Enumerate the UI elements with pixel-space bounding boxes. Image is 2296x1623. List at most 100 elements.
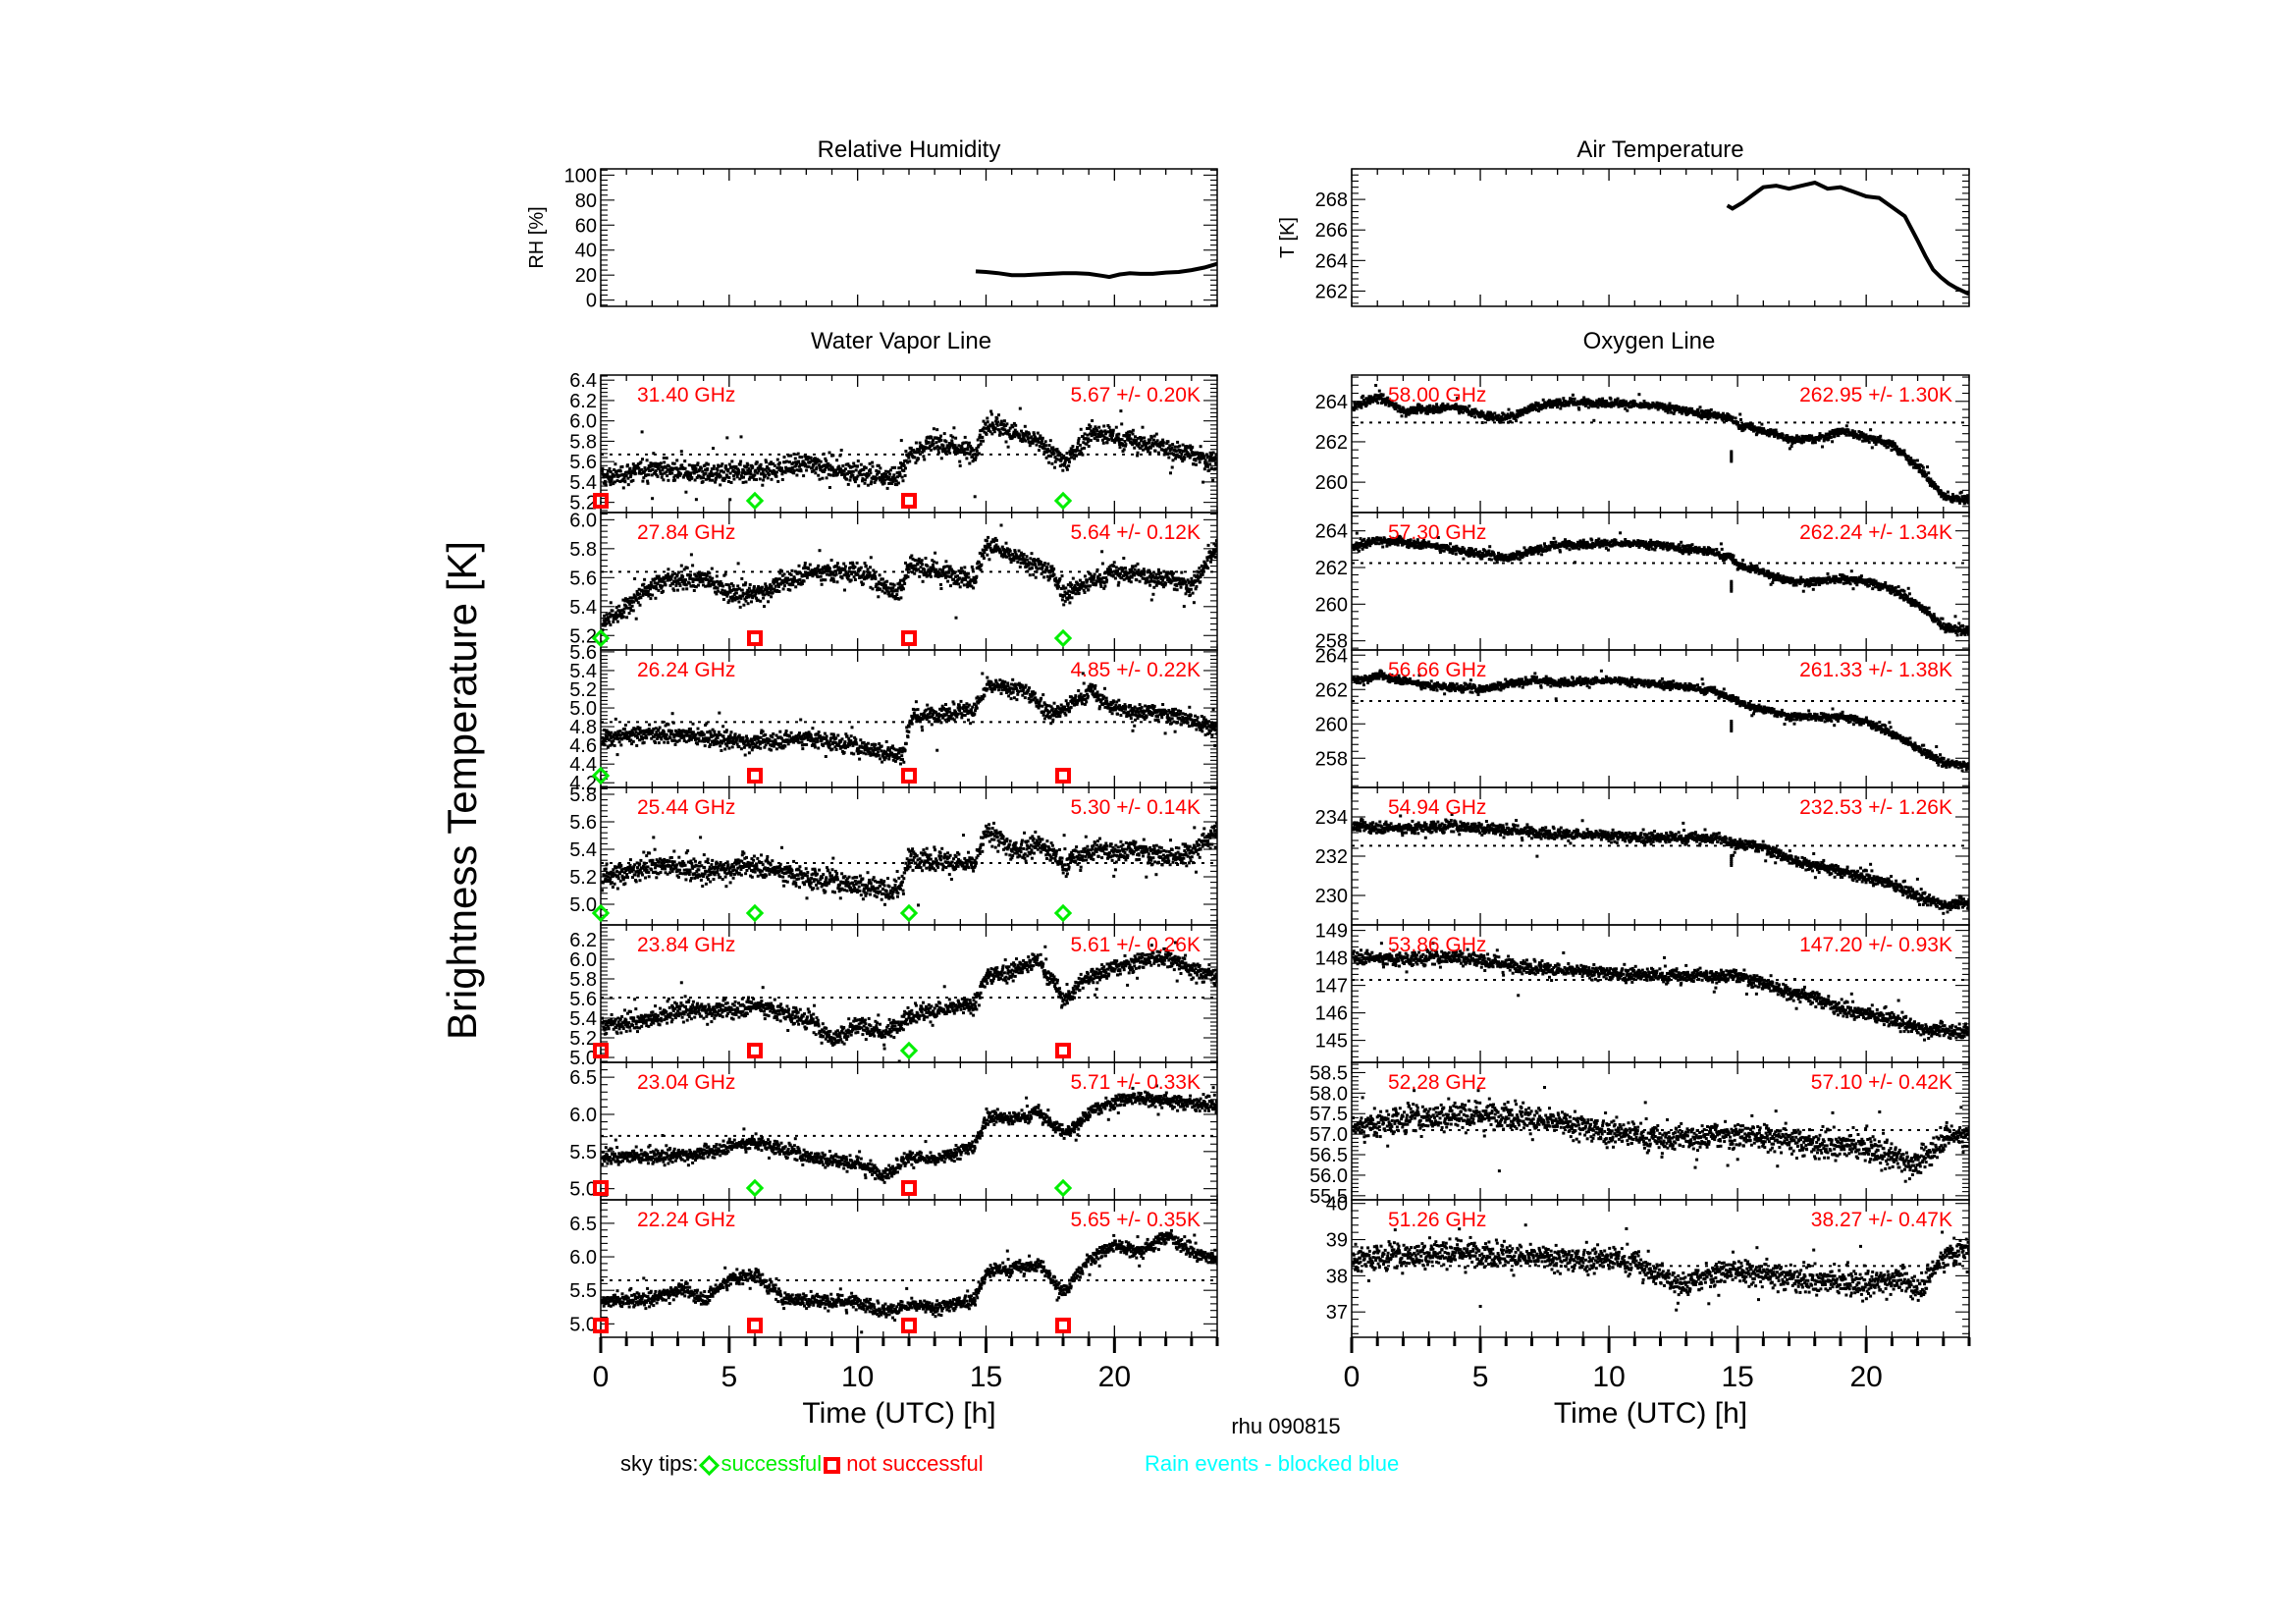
data-point xyxy=(987,682,990,686)
data-point xyxy=(831,454,835,458)
data-point xyxy=(845,477,849,481)
data-point xyxy=(1070,596,1074,600)
data-point xyxy=(702,583,705,587)
data-point xyxy=(1102,586,1106,590)
data-point xyxy=(927,568,931,572)
data-point xyxy=(868,573,872,577)
data-point xyxy=(635,598,639,602)
data-point xyxy=(612,617,615,621)
data-point xyxy=(621,477,625,481)
data-point xyxy=(745,464,748,468)
data-point xyxy=(734,738,738,742)
data-point xyxy=(1202,467,1206,471)
data-point xyxy=(1093,695,1096,699)
data-point xyxy=(677,582,681,585)
data-point xyxy=(897,751,901,755)
data-point xyxy=(970,584,974,588)
data-point xyxy=(1165,442,1169,445)
data-point xyxy=(853,464,857,468)
data-point xyxy=(1050,565,1054,568)
data-point xyxy=(1031,563,1035,567)
data-point xyxy=(675,459,679,462)
data-point xyxy=(946,579,950,583)
data-point xyxy=(1199,445,1202,449)
data-point xyxy=(1110,707,1114,710)
data-point xyxy=(1108,568,1112,571)
data-point xyxy=(750,748,754,752)
data-point xyxy=(1007,694,1011,698)
data-point xyxy=(1058,711,1062,715)
data-point xyxy=(1010,436,1014,440)
data-point xyxy=(1157,443,1161,447)
data-point xyxy=(1082,441,1086,445)
data-point xyxy=(702,736,705,740)
data-point xyxy=(851,473,855,477)
data-point xyxy=(814,471,818,475)
data-point xyxy=(1088,426,1092,430)
data-point xyxy=(1051,446,1055,450)
data-point xyxy=(845,472,849,476)
y-tick-label: 5.6 xyxy=(569,568,597,589)
station-date-label: rhu 090815 xyxy=(1231,1414,1340,1438)
data-point xyxy=(637,587,641,591)
data-point xyxy=(720,749,723,752)
data-point xyxy=(1129,570,1132,574)
data-point xyxy=(967,441,971,445)
data-point xyxy=(719,732,722,736)
data-point xyxy=(723,572,727,576)
data-point xyxy=(1070,448,1074,452)
data-point xyxy=(906,735,910,739)
data-point xyxy=(870,480,874,484)
data-point xyxy=(1118,571,1122,575)
data-point xyxy=(964,447,968,451)
data-point xyxy=(965,702,969,706)
data-point xyxy=(1150,575,1154,579)
data-point xyxy=(744,581,748,585)
data-point xyxy=(818,477,822,481)
data-point xyxy=(1198,567,1201,570)
data-point xyxy=(1015,430,1019,434)
data-point xyxy=(614,616,616,619)
data-point xyxy=(771,735,774,739)
data-point xyxy=(1095,435,1098,439)
data-point xyxy=(798,731,801,735)
data-point xyxy=(661,579,665,583)
data-point xyxy=(695,476,699,479)
data-point xyxy=(911,707,915,711)
data-point xyxy=(866,483,870,487)
data-point xyxy=(972,575,976,579)
data-point xyxy=(763,467,767,471)
data-point xyxy=(849,475,853,479)
data-point xyxy=(1118,443,1122,447)
data-point xyxy=(1078,698,1082,702)
data-point xyxy=(876,582,880,586)
data-point xyxy=(1203,459,1207,462)
data-point xyxy=(1104,576,1108,579)
data-point xyxy=(622,611,626,615)
data-point xyxy=(1192,583,1195,587)
data-point xyxy=(1143,436,1147,440)
data-point xyxy=(837,464,841,468)
data-point xyxy=(764,582,768,586)
data-point xyxy=(789,583,793,587)
data-point xyxy=(640,467,644,471)
data-point xyxy=(1090,687,1094,691)
data-point xyxy=(1127,438,1131,442)
data-point xyxy=(1123,434,1127,438)
data-point xyxy=(1002,422,1005,426)
data-point xyxy=(892,747,896,751)
data-point xyxy=(727,740,731,744)
data-point xyxy=(1065,465,1069,469)
data-point xyxy=(701,732,705,736)
data-point xyxy=(888,472,892,476)
data-point xyxy=(819,574,823,578)
data-point xyxy=(678,734,682,738)
data-point xyxy=(716,474,720,478)
data-point xyxy=(746,602,750,606)
data-point xyxy=(739,435,743,439)
data-point xyxy=(1079,449,1083,453)
data-point xyxy=(1142,712,1146,716)
data-point xyxy=(652,728,656,730)
data-point xyxy=(929,571,933,575)
data-point xyxy=(728,471,732,475)
